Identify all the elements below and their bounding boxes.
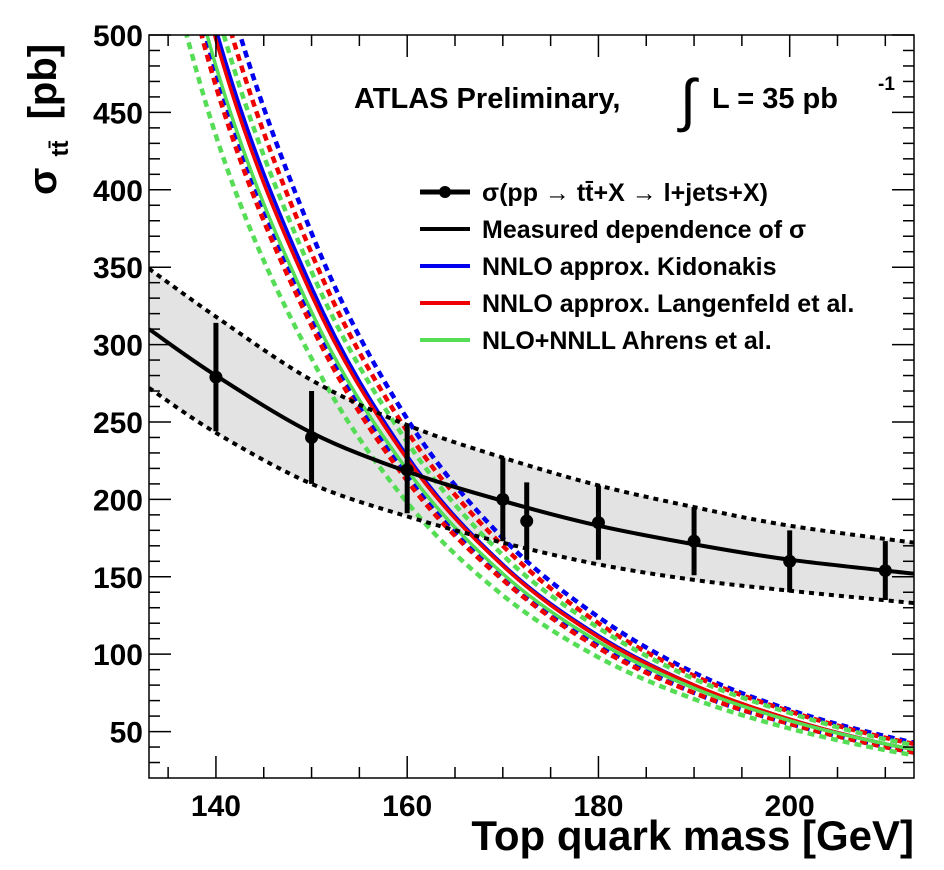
y-tick-label: 400 — [93, 175, 143, 208]
chart-title: ATLAS Preliminary, — [354, 83, 620, 115]
data-point — [591, 516, 605, 530]
x-tick-label: 200 — [765, 790, 815, 823]
langenfeld-upper-curve — [229, 35, 914, 747]
langenfeld-lower-curve — [199, 35, 914, 755]
y-tick-label: 350 — [93, 252, 143, 285]
data-point — [305, 430, 319, 444]
data-points — [209, 322, 892, 600]
ahrens-lower-curve — [184, 35, 914, 758]
legend-marker-points — [439, 186, 451, 198]
x-tick-label: 160 — [382, 790, 432, 823]
data-point — [878, 564, 892, 578]
measured-band-fill — [149, 268, 914, 604]
legend-label-measured: Measured dependence of σ — [482, 216, 806, 244]
y-tick-label: 150 — [93, 562, 143, 595]
legend-label-langenfeld: NNLO approx. Langenfeld et al. — [482, 290, 854, 318]
y-tick-label: 50 — [110, 717, 143, 750]
data-point — [209, 370, 223, 384]
kidonakis-upper-curve — [237, 35, 914, 745]
y-axis-label-subscript: tt̄ — [47, 141, 74, 157]
legend-label-kidonakis: NNLO approx. Kidonakis — [482, 253, 776, 281]
data-point — [783, 554, 797, 568]
y-tick-label: 450 — [93, 97, 143, 130]
measured-lower-curve — [149, 386, 914, 606]
y-tick-label: 200 — [93, 484, 143, 517]
y-axis-label: σ tt̄ [pb] — [21, 44, 77, 195]
title-integral-sign: ∫ — [677, 68, 699, 133]
legend: σ(pp → tt̄+X → l+jets+X) Measured depende… — [420, 179, 854, 355]
axes: 50 100 150 200 250 300 350 400 450 500 140 160 180 20… — [93, 20, 914, 823]
theory-curves — [184, 35, 914, 758]
y-tick-label: 100 — [93, 639, 143, 672]
y-axis-label-unit: [pb] — [21, 44, 65, 120]
title-luminosity-exponent: -1 — [878, 74, 895, 95]
legend-label-points: σ(pp → tt̄+X → l+jets+X) — [482, 179, 768, 207]
svg-text:σ tt̄ [pb]: σ tt̄ [pb] — [21, 44, 77, 195]
data-point — [400, 463, 414, 477]
x-axis-label: Top quark mass [GeV] — [471, 812, 914, 859]
y-tick-label: 250 — [93, 407, 143, 440]
x-tick-label: 180 — [573, 790, 623, 823]
ahrens-central-curve — [205, 35, 914, 752]
data-point — [687, 534, 701, 548]
data-point — [520, 514, 534, 528]
data-point — [496, 492, 510, 506]
x-tick-label: 140 — [191, 790, 241, 823]
legend-label-ahrens: NLO+NNLL Ahrens et al. — [482, 327, 772, 355]
uncertainty-band — [149, 268, 914, 604]
ahrens-upper-curve — [221, 35, 914, 748]
title-luminosity: L = 35 pb — [712, 83, 838, 115]
y-tick-label: 300 — [93, 330, 143, 363]
y-tick-label: 500 — [93, 20, 143, 53]
y-axis-label-sigma: σ — [21, 168, 65, 195]
